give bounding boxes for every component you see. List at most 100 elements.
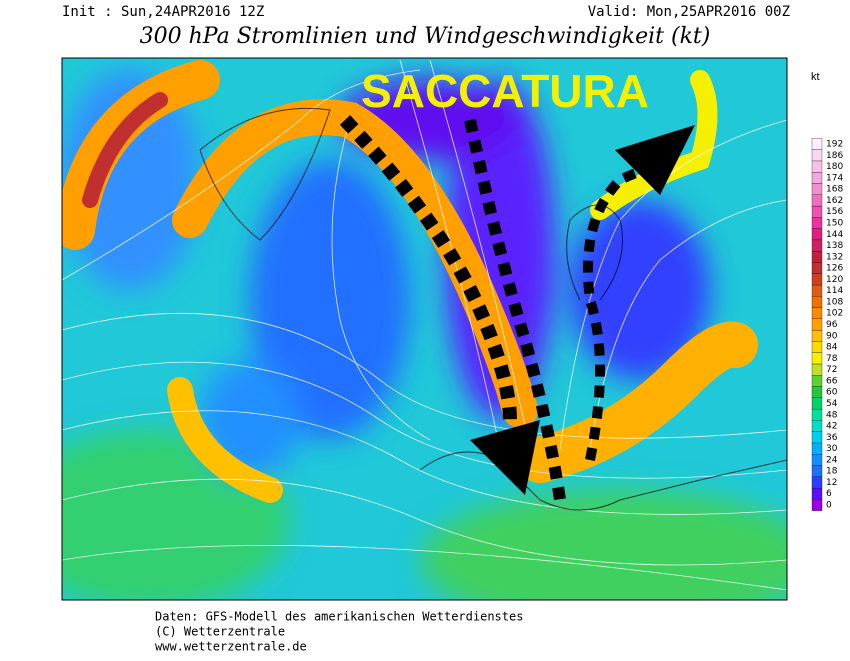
- jet: [517, 321, 758, 483]
- scale-label: 66: [826, 376, 838, 386]
- jet: [590, 70, 718, 220]
- streamline: [62, 312, 787, 439]
- scale-label: 0: [826, 501, 832, 511]
- scale-swatch: [811, 194, 823, 207]
- scale-label: 90: [826, 331, 838, 341]
- scale-label: 150: [826, 218, 843, 228]
- scale-swatch: [811, 499, 823, 511]
- scale-label: 12: [826, 478, 837, 488]
- scale-swatch: [811, 487, 823, 500]
- scale-label: 180: [826, 162, 843, 172]
- scale-swatch: [811, 138, 823, 150]
- scale-label: 108: [826, 297, 843, 307]
- scale-label: 132: [826, 252, 843, 262]
- field: [570, 200, 710, 380]
- scale-swatch: [811, 284, 823, 297]
- scale-label: 54: [826, 399, 838, 409]
- map-title: 300 hPa Stromlinien und Windgeschwindigk…: [140, 24, 711, 49]
- field: [420, 490, 787, 600]
- scale-swatch: [811, 307, 823, 320]
- scale-label: 30: [826, 444, 838, 454]
- scale-label: 114: [826, 286, 843, 296]
- scale-label: 42: [826, 422, 837, 432]
- scale-swatch: [811, 273, 823, 286]
- streamline: [62, 545, 787, 591]
- scale-swatch: [811, 431, 823, 444]
- streamline: [399, 59, 501, 451]
- streamline: [62, 410, 787, 515]
- wind-field: [62, 70, 787, 600]
- scale-swatch: [811, 386, 823, 398]
- scale-swatch: [811, 239, 823, 252]
- scale-swatch: [811, 262, 823, 274]
- scale-label: 6: [826, 489, 832, 499]
- scale-label: 174: [826, 173, 843, 183]
- streamline: [62, 361, 787, 479]
- annotation: SACCATURA: [361, 65, 649, 117]
- scale-label: 96: [826, 320, 838, 330]
- scale-swatch: [811, 318, 823, 331]
- wind-map: [62, 58, 787, 600]
- scale-label: 168: [826, 185, 843, 195]
- arrowhead: [615, 125, 695, 195]
- streamline: [589, 199, 787, 451]
- jet: [82, 92, 168, 208]
- scale-swatch: [811, 183, 823, 195]
- scale-label: 60: [826, 388, 838, 398]
- scale-swatch: [811, 454, 823, 466]
- scale-swatch: [811, 149, 823, 162]
- scale-swatch: [811, 172, 823, 184]
- scale-swatch: [811, 251, 823, 263]
- init-time: Init : Sun,24APR2016 12Z: [62, 4, 264, 20]
- scale-swatch: [811, 217, 823, 229]
- scale-label: 144: [826, 230, 843, 240]
- arrows: [339, 115, 651, 501]
- coastline: [419, 451, 787, 511]
- scale-label: 24: [826, 455, 838, 465]
- scale-label: 36: [826, 433, 838, 443]
- valid-time: Valid: Mon,25APR2016 00Z: [588, 4, 790, 20]
- scale-label: 84: [826, 343, 838, 353]
- scale-label: 18: [826, 467, 838, 477]
- footer-source: Daten: GFS-Modell des amerikanischen Wet…: [155, 610, 523, 624]
- scale-swatch: [811, 375, 823, 387]
- jet: [167, 377, 283, 503]
- scale-label: 48: [826, 410, 838, 420]
- streamline: [62, 478, 787, 566]
- arrowhead: [470, 420, 540, 495]
- streamline: [62, 69, 421, 281]
- scale-swatch: [811, 228, 823, 241]
- streamlines: [62, 59, 787, 591]
- scale-swatch: [811, 476, 823, 489]
- coastline: [199, 107, 331, 241]
- scale-swatch: [811, 160, 823, 173]
- legend-unit: kt: [811, 71, 820, 83]
- scale-label: 186: [826, 151, 843, 161]
- scale-label: 156: [826, 207, 843, 217]
- field: [250, 160, 410, 440]
- arrow-path: [583, 165, 651, 461]
- scale-label: 162: [826, 196, 843, 206]
- scale-label: 72: [826, 365, 837, 375]
- scale-swatch: [811, 205, 823, 218]
- jet-streams: [62, 60, 758, 503]
- scale-swatch: [811, 352, 823, 365]
- scale-swatch: [811, 397, 823, 410]
- scale-label: 138: [826, 241, 843, 251]
- streamline: [331, 119, 431, 441]
- scale-label: 78: [826, 354, 838, 364]
- scale-swatch: [811, 341, 823, 353]
- scale-swatch: [811, 296, 823, 308]
- scale-swatch: [811, 408, 823, 421]
- scale-swatch: [811, 363, 823, 376]
- scale-label: 102: [826, 309, 843, 319]
- scale-label: 126: [826, 264, 843, 274]
- footer-copyright: (C) Wetterzentrale: [155, 625, 285, 639]
- scale-swatch: [811, 420, 823, 432]
- streamline: [429, 59, 531, 451]
- map-frame: [61, 57, 788, 601]
- arrow-path: [464, 118, 566, 501]
- footer-url: www.wetterzentrale.de: [155, 640, 307, 654]
